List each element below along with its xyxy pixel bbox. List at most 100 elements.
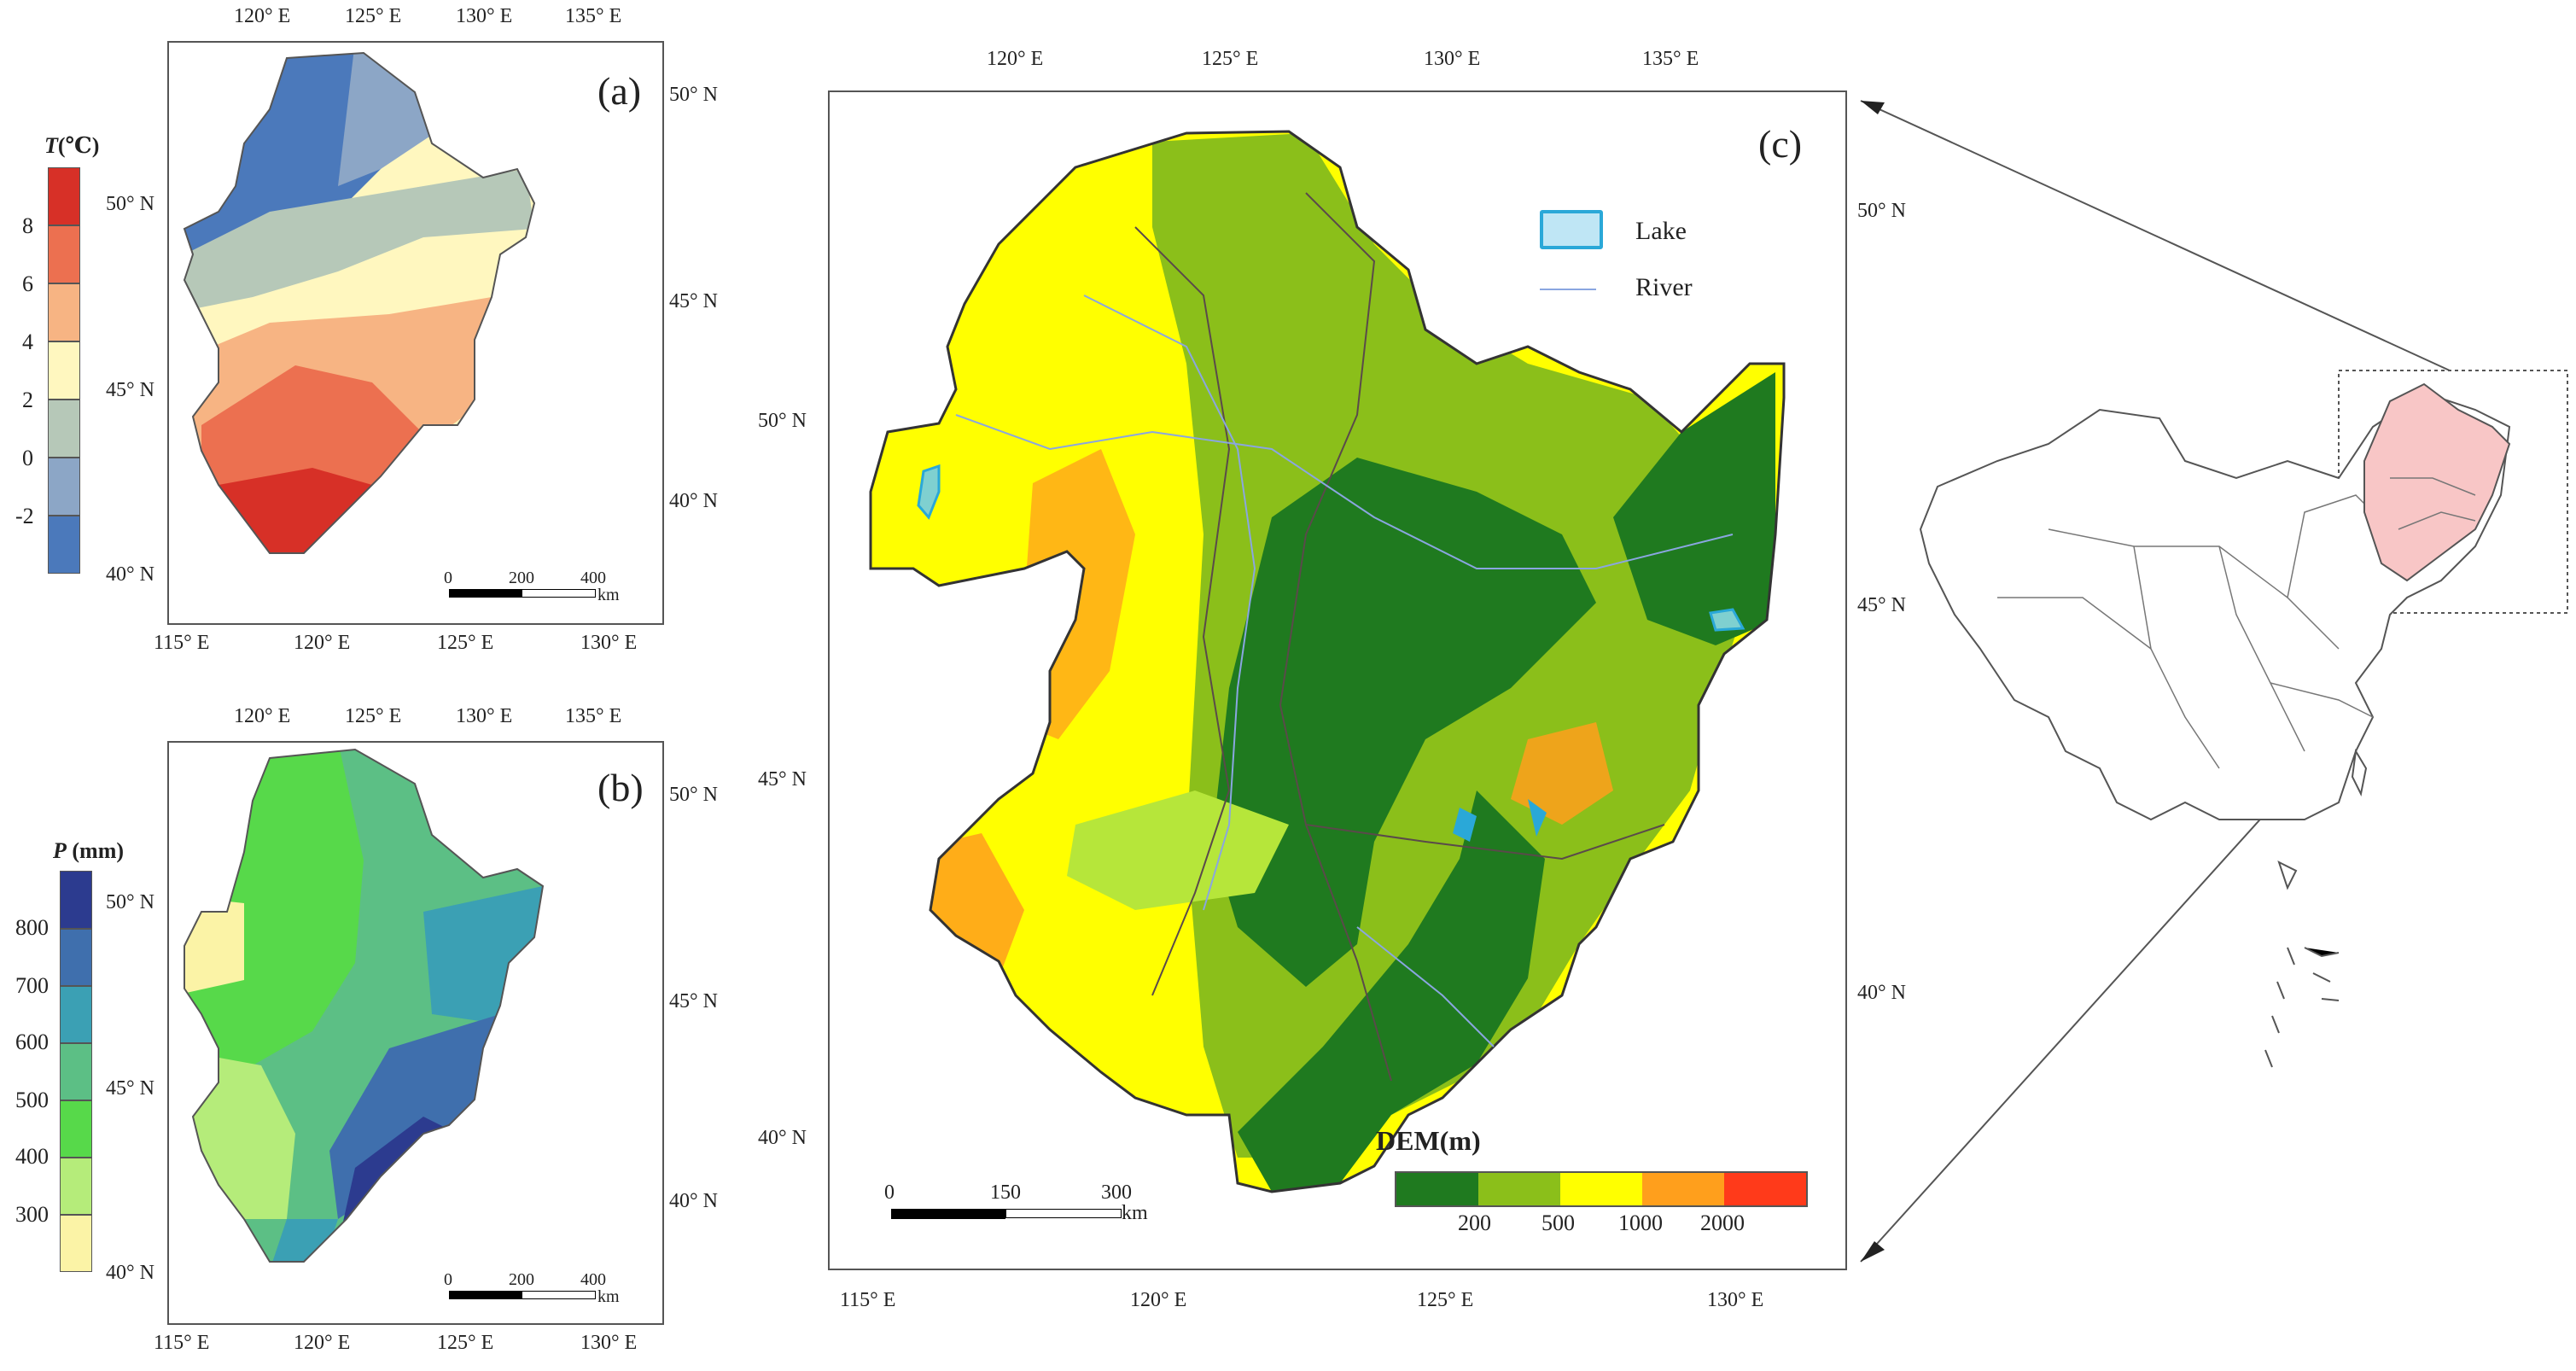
panel-b-legend-level: 800 xyxy=(15,915,49,940)
panel-b-legend-level: 300 xyxy=(15,1202,49,1227)
panel-b-legend-swatch xyxy=(60,986,92,1043)
dem-swatch xyxy=(1642,1173,1724,1205)
panel-c-right-tick: 45° N xyxy=(1857,594,1906,616)
panel-c-right-tick: 40° N xyxy=(1857,982,1906,1004)
panel-a-legend-swatch xyxy=(48,516,80,574)
dem-level: 500 xyxy=(1542,1211,1575,1235)
panel-a-map xyxy=(183,51,536,554)
panel-c-scalebar-label: 0 xyxy=(884,1181,895,1204)
panel-b-legend xyxy=(60,871,94,1272)
panel-b-map xyxy=(184,748,545,1263)
panel-b-legend-level: 500 xyxy=(15,1088,49,1112)
dem-swatch xyxy=(1396,1173,1478,1205)
river-legend-label: River xyxy=(1635,273,1693,301)
dem-level: 200 xyxy=(1458,1211,1491,1235)
dem-legend-title: DEM(m) xyxy=(1376,1125,1481,1156)
panel-b-bottom-tick: 125° E xyxy=(437,1332,494,1354)
panel-a-label: (a) xyxy=(597,69,642,113)
panel-a-legend-level: 8 xyxy=(22,213,33,238)
panel-a-bottom-tick: 130° E xyxy=(580,632,638,654)
panel-c-right-tick: 50° N xyxy=(1857,200,1906,222)
panel-a-top-tick: 125° E xyxy=(345,5,402,27)
china-inset-map xyxy=(1860,100,2568,1263)
panel-a-legend-swatch xyxy=(48,167,80,225)
panel-c-left-tick: 45° N xyxy=(758,768,807,791)
panel-c-left-tick: 50° N xyxy=(758,410,807,432)
panel-b-right-tick: 45° N xyxy=(669,990,718,1012)
panel-b-top-tick: 130° E xyxy=(456,705,513,727)
panel-b-right-tick: 50° N xyxy=(669,784,718,806)
panel-b-label: (b) xyxy=(597,766,644,809)
panel-a-left-tick: 40° N xyxy=(106,563,154,586)
dem-level: 2000 xyxy=(1700,1211,1745,1235)
panel-a-right-tick: 40° N xyxy=(669,490,718,512)
panel-b-scalebar-unit: km xyxy=(597,1287,620,1306)
panel-a-left-tick: 50° N xyxy=(106,193,154,215)
panel-a-legend-title: T(℃) xyxy=(44,133,100,158)
panel-c-bottom-tick: 120° E xyxy=(1130,1289,1187,1311)
panel-b-legend-level: 700 xyxy=(15,973,49,998)
dem-swatch xyxy=(1478,1173,1560,1205)
panel-a-legend-level: -2 xyxy=(15,504,34,528)
panel-b-legend-swatch xyxy=(60,1100,92,1158)
panel-a-legend-swatch xyxy=(48,283,80,341)
panel-b-left-tick: 40° N xyxy=(106,1262,154,1284)
panel-c-scalebar-unit: km xyxy=(1122,1202,1148,1224)
panel-b-legend-swatch xyxy=(60,1043,92,1100)
panel-b-left-tick: 50° N xyxy=(106,891,154,913)
panel-c-scalebar-label: 300 xyxy=(1101,1181,1132,1204)
panel-a-legend xyxy=(48,167,82,574)
panel-a-legend-level: 4 xyxy=(22,330,33,354)
panel-b-bottom-tick: 130° E xyxy=(580,1332,638,1354)
panel-a-right-tick: 50° N xyxy=(669,84,718,106)
panel-a-scalebar xyxy=(449,589,596,599)
dem-swatch xyxy=(1724,1173,1806,1205)
panel-b-legend-title: P (mm) xyxy=(53,838,125,863)
panel-b-scalebar xyxy=(449,1291,596,1301)
panel-c-top-tick: 135° E xyxy=(1642,48,1699,70)
panel-b-scalebar-label: 400 xyxy=(580,1270,606,1289)
lake-legend-swatch xyxy=(1540,210,1603,249)
dem-level: 1000 xyxy=(1618,1211,1663,1235)
panel-a-bottom-tick: 125° E xyxy=(437,632,494,654)
panel-a-scalebar-label: 200 xyxy=(509,569,534,587)
panel-b-bottom-tick: 120° E xyxy=(294,1332,351,1354)
panel-a-scalebar-label: 400 xyxy=(580,569,606,587)
panel-a-scalebar-unit: km xyxy=(597,586,620,604)
panel-a-legend-swatch xyxy=(48,341,80,400)
panel-a-top-tick: 135° E xyxy=(565,5,622,27)
panel-c-scalebar xyxy=(891,1209,1122,1219)
panel-b-legend-swatch xyxy=(60,929,92,986)
panel-c-top-tick: 120° E xyxy=(987,48,1044,70)
panel-c-bottom-tick: 125° E xyxy=(1417,1289,1474,1311)
panel-b-legend-swatch xyxy=(60,1158,92,1215)
panel-a-bottom-tick: 120° E xyxy=(294,632,351,654)
panel-b-left-tick: 45° N xyxy=(106,1077,154,1100)
panel-a-top-tick: 120° E xyxy=(234,5,291,27)
panel-b-top-tick: 120° E xyxy=(234,705,291,727)
panel-a-left-tick: 45° N xyxy=(106,379,154,401)
panel-b-top-tick: 125° E xyxy=(345,705,402,727)
panel-b-legend-level: 600 xyxy=(15,1030,49,1054)
panel-b-scalebar-label: 0 xyxy=(444,1270,452,1289)
panel-a-right-tick: 45° N xyxy=(669,290,718,312)
panel-b-scalebar-label: 200 xyxy=(509,1270,534,1289)
dem-swatch xyxy=(1560,1173,1642,1205)
panel-a-legend-swatch xyxy=(48,225,80,283)
panel-b-bottom-tick: 115° E xyxy=(154,1332,210,1354)
panel-a-top-tick: 130° E xyxy=(456,5,513,27)
panel-c-top-tick: 130° E xyxy=(1424,48,1481,70)
panel-b-legend-swatch xyxy=(60,1215,92,1272)
panel-c-top-tick: 125° E xyxy=(1202,48,1259,70)
panel-c-scalebar-label: 150 xyxy=(990,1181,1021,1204)
panel-a-bottom-tick: 115° E xyxy=(154,632,210,654)
panel-a-legend-swatch xyxy=(48,458,80,516)
panel-b-top-tick: 135° E xyxy=(565,705,622,727)
panel-c-bottom-tick: 130° E xyxy=(1707,1289,1764,1311)
lake-legend-label: Lake xyxy=(1635,217,1687,245)
river-legend-line xyxy=(1540,289,1596,290)
panel-c-label: (c) xyxy=(1758,122,1803,166)
panel-b-right-tick: 40° N xyxy=(669,1190,718,1212)
panel-c-bottom-tick: 115° E xyxy=(840,1289,896,1311)
panel-a-legend-level: 2 xyxy=(22,388,33,412)
